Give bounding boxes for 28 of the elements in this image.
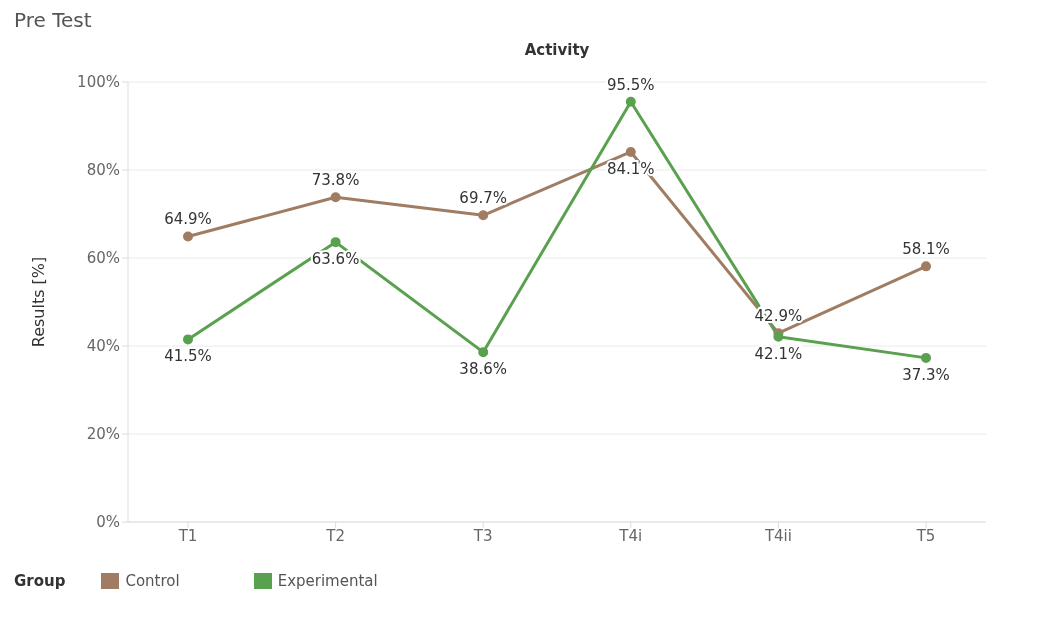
x-tick-label: T5: [915, 526, 936, 545]
y-tick-label: 100%: [77, 73, 120, 92]
data-label: 58.1%: [902, 240, 950, 259]
x-tick-label: T4ii: [763, 526, 792, 545]
data-label: 95.5%: [606, 75, 655, 94]
chart-title: Pre Test: [14, 8, 93, 32]
y-axis-title: Results [%]: [28, 256, 48, 348]
y-tick-label: 60%: [86, 249, 120, 268]
data-label: 69.7%: [459, 189, 508, 208]
data-label: 38.6%: [459, 360, 508, 379]
y-tick-label: 80%: [86, 161, 120, 180]
x-tick-label: T4i: [618, 526, 643, 545]
data-label: 73.8%: [311, 171, 360, 190]
data-label: 41.5%: [164, 347, 212, 366]
y-tick-label: 40%: [86, 337, 120, 356]
y-tick-label: 0%: [96, 513, 120, 532]
legend-label: Control: [124, 572, 180, 590]
x-tick-label: T2: [325, 526, 345, 545]
x-tick-label: T3: [472, 526, 493, 545]
data-label: 63.6%: [311, 250, 360, 269]
data-label: 37.3%: [902, 365, 950, 384]
legend-title: Group: [14, 572, 66, 590]
data-label: 42.1%: [754, 344, 803, 363]
x-tick-label: T1: [177, 526, 198, 545]
x-axis-title: Activity: [524, 40, 590, 59]
legend-label: Experimental: [276, 572, 378, 590]
data-label: 64.9%: [164, 210, 212, 229]
y-tick-label: 20%: [86, 425, 120, 444]
